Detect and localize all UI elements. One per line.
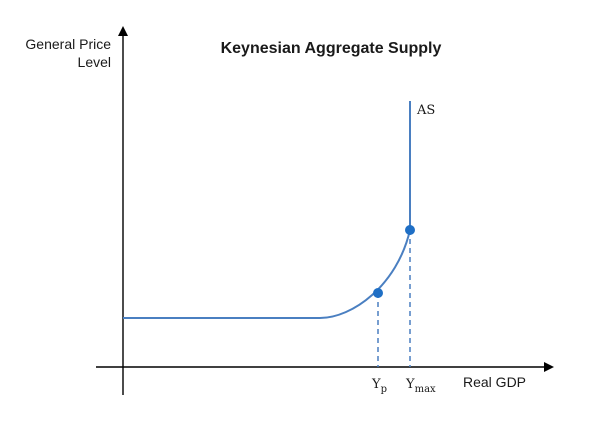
as-curve	[123, 101, 411, 319]
y-axis-label-line1: General Price	[25, 36, 111, 52]
diagram-title: Keynesian Aggregate Supply	[221, 40, 442, 57]
as-curve-label: AS	[416, 103, 435, 118]
yp-label: Yp	[371, 377, 387, 395]
ymax-label: Ymax	[405, 377, 436, 395]
ymax-point	[405, 225, 415, 235]
yp-point	[373, 288, 383, 298]
y-axis-label-line2: Level	[78, 54, 111, 70]
x-axis-label: Real GDP	[463, 374, 526, 390]
yp-label-sub: p	[381, 384, 387, 395]
ymax-label-base: Y	[405, 377, 415, 392]
ymax-label-sub: max	[415, 384, 436, 395]
yp-label-base: Y	[371, 377, 381, 392]
